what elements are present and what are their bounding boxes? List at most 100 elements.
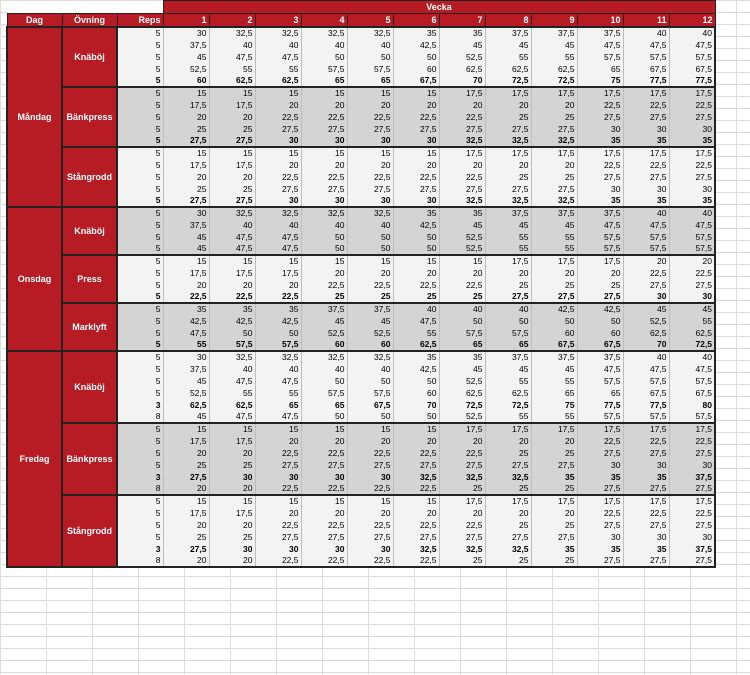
weight-cell[interactable]: 22,5 bbox=[393, 482, 440, 496]
weight-cell[interactable]: 50 bbox=[301, 374, 348, 387]
weight-cell[interactable]: 42,5 bbox=[255, 314, 302, 327]
weight-cell[interactable]: 22,5 bbox=[347, 482, 394, 496]
weight-cell[interactable]: 25 bbox=[439, 482, 486, 496]
weight-cell[interactable]: 27,5 bbox=[163, 542, 210, 555]
reps-cell[interactable]: 5 bbox=[117, 266, 164, 279]
weight-cell[interactable]: 15 bbox=[255, 145, 302, 159]
weight-cell[interactable]: 30 bbox=[163, 205, 210, 219]
weight-cell[interactable]: 40 bbox=[623, 25, 670, 39]
weight-cell[interactable]: 22,5 bbox=[347, 446, 394, 459]
weight-cell[interactable]: 30 bbox=[577, 182, 624, 195]
weight-cell[interactable]: 50 bbox=[393, 230, 440, 243]
weight-cell[interactable]: 20 bbox=[301, 158, 348, 171]
weight-cell[interactable]: 25 bbox=[347, 290, 394, 304]
weight-cell[interactable]: 35 bbox=[163, 301, 210, 315]
weight-cell[interactable]: 32,5 bbox=[531, 194, 578, 208]
reps-cell[interactable]: 5 bbox=[117, 386, 164, 399]
weight-cell[interactable]: 17,5 bbox=[485, 145, 532, 159]
weight-cell[interactable]: 30 bbox=[255, 134, 302, 148]
weight-cell[interactable]: 50 bbox=[301, 242, 348, 256]
reps-cell[interactable]: 5 bbox=[117, 349, 164, 363]
weight-cell[interactable]: 25 bbox=[209, 122, 256, 135]
weight-cell[interactable]: 15 bbox=[347, 85, 394, 99]
weight-cell[interactable]: 20 bbox=[531, 98, 578, 111]
weight-cell[interactable]: 20 bbox=[485, 434, 532, 447]
weight-cell[interactable]: 20 bbox=[393, 158, 440, 171]
weight-cell[interactable]: 27,5 bbox=[209, 134, 256, 148]
weight-cell[interactable]: 57,5 bbox=[669, 242, 716, 256]
weight-cell[interactable]: 50 bbox=[577, 314, 624, 327]
weight-cell[interactable]: 57,5 bbox=[577, 242, 624, 256]
weight-cell[interactable]: 55 bbox=[485, 230, 532, 243]
weight-cell[interactable]: 22,5 bbox=[255, 518, 302, 531]
weight-cell[interactable]: 32,5 bbox=[347, 205, 394, 219]
weight-cell[interactable]: 22,5 bbox=[255, 170, 302, 183]
weight-cell[interactable]: 25 bbox=[485, 482, 532, 496]
weight-cell[interactable]: 40 bbox=[439, 301, 486, 315]
weight-cell[interactable]: 17,5 bbox=[531, 421, 578, 435]
weight-cell[interactable]: 37,5 bbox=[163, 218, 210, 231]
weight-cell[interactable]: 22,5 bbox=[623, 434, 670, 447]
weight-cell[interactable]: 15 bbox=[393, 145, 440, 159]
weight-cell[interactable]: 37,5 bbox=[669, 470, 716, 483]
weight-cell[interactable]: 20 bbox=[301, 434, 348, 447]
weight-cell[interactable]: 22,5 bbox=[439, 110, 486, 123]
weight-cell[interactable]: 27,5 bbox=[623, 110, 670, 123]
weight-cell[interactable]: 57,5 bbox=[669, 50, 716, 63]
weight-cell[interactable]: 55 bbox=[485, 410, 532, 424]
reps-cell[interactable]: 5 bbox=[117, 110, 164, 123]
weight-cell[interactable]: 60 bbox=[347, 338, 394, 352]
weight-cell[interactable]: 50 bbox=[439, 314, 486, 327]
weight-cell[interactable]: 57,5 bbox=[623, 374, 670, 387]
weight-cell[interactable]: 30 bbox=[255, 470, 302, 483]
weight-cell[interactable]: 62,5 bbox=[209, 398, 256, 411]
weight-cell[interactable]: 50 bbox=[393, 242, 440, 256]
weight-cell[interactable]: 27,5 bbox=[439, 122, 486, 135]
weight-cell[interactable]: 52,5 bbox=[347, 326, 394, 339]
weight-cell[interactable]: 17,5 bbox=[669, 493, 716, 507]
weight-cell[interactable]: 32,5 bbox=[439, 194, 486, 208]
weight-cell[interactable]: 17,5 bbox=[439, 145, 486, 159]
reps-cell[interactable]: 5 bbox=[117, 182, 164, 195]
weight-cell[interactable]: 27,5 bbox=[669, 482, 716, 496]
weight-cell[interactable]: 57,5 bbox=[255, 338, 302, 352]
weight-cell[interactable]: 20 bbox=[209, 518, 256, 531]
weight-cell[interactable]: 20 bbox=[163, 518, 210, 531]
weight-cell[interactable]: 15 bbox=[163, 253, 210, 267]
weight-cell[interactable]: 45 bbox=[531, 362, 578, 375]
weight-cell[interactable]: 65 bbox=[531, 386, 578, 399]
weight-cell[interactable]: 22,5 bbox=[393, 278, 440, 291]
weight-cell[interactable]: 72,5 bbox=[669, 338, 716, 352]
weight-cell[interactable]: 67,5 bbox=[623, 386, 670, 399]
weight-cell[interactable]: 22,5 bbox=[577, 98, 624, 111]
weight-cell[interactable]: 37,5 bbox=[577, 205, 624, 219]
weight-cell[interactable]: 30 bbox=[669, 182, 716, 195]
weight-cell[interactable]: 22,5 bbox=[301, 110, 348, 123]
weight-cell[interactable]: 72,5 bbox=[485, 74, 532, 88]
reps-cell[interactable]: 5 bbox=[117, 38, 164, 51]
weight-cell[interactable]: 22,5 bbox=[393, 518, 440, 531]
weight-cell[interactable]: 20 bbox=[439, 158, 486, 171]
reps-cell[interactable]: 5 bbox=[117, 421, 164, 435]
weight-cell[interactable]: 50 bbox=[393, 410, 440, 424]
weight-cell[interactable]: 22,5 bbox=[347, 554, 394, 568]
weight-cell[interactable]: 27,5 bbox=[439, 530, 486, 543]
reps-cell[interactable]: 5 bbox=[117, 278, 164, 291]
weight-cell[interactable]: 17,5 bbox=[163, 266, 210, 279]
weight-cell[interactable]: 57,5 bbox=[347, 386, 394, 399]
weight-cell[interactable]: 17,5 bbox=[531, 85, 578, 99]
weight-cell[interactable]: 32,5 bbox=[255, 205, 302, 219]
weight-cell[interactable]: 30 bbox=[393, 194, 440, 208]
weight-cell[interactable]: 30 bbox=[623, 458, 670, 471]
weight-cell[interactable]: 52,5 bbox=[163, 386, 210, 399]
weight-cell[interactable]: 40 bbox=[623, 205, 670, 219]
weight-cell[interactable]: 32,5 bbox=[485, 470, 532, 483]
weight-cell[interactable]: 32,5 bbox=[485, 542, 532, 555]
weight-cell[interactable]: 20 bbox=[301, 98, 348, 111]
weight-cell[interactable]: 32,5 bbox=[301, 205, 348, 219]
weight-cell[interactable]: 20 bbox=[393, 266, 440, 279]
weight-cell[interactable]: 30 bbox=[623, 530, 670, 543]
weight-cell[interactable]: 20 bbox=[301, 506, 348, 519]
weight-cell[interactable]: 55 bbox=[531, 230, 578, 243]
weight-cell[interactable]: 47,5 bbox=[255, 242, 302, 256]
